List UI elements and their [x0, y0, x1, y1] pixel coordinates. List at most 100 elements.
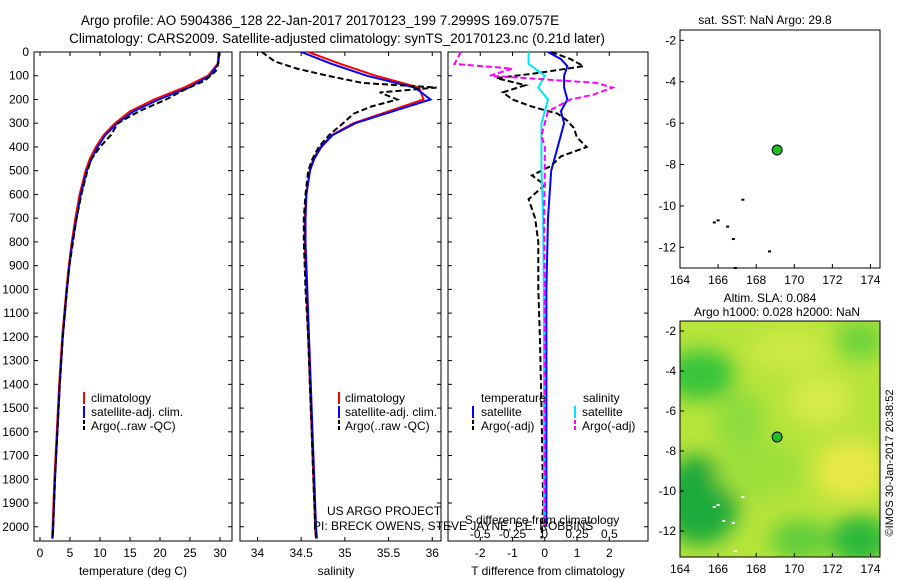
depth-tick-label: 1200: [2, 330, 29, 344]
difference-legend: temperature salinity satellite Argo(-adj…: [472, 391, 635, 433]
map-x-tick-label: 172: [822, 562, 842, 576]
legend-temp-satellite: satellite: [481, 405, 522, 419]
x-tick-label: -1: [507, 546, 518, 560]
x-tick-label: 35: [338, 546, 352, 560]
sla-blob: [715, 440, 805, 500]
depth-tick-label: 100: [9, 69, 29, 83]
sst-map: 164 166 168 170 172 174 -2 -4 -6 -8 -10 -12: [659, 33, 881, 287]
depth-tick-label: 1100: [3, 306, 29, 320]
island-marker: [712, 506, 716, 508]
island-marker: [726, 225, 730, 228]
sla-blob: [835, 321, 880, 360]
x-tick-label: 20: [153, 546, 167, 560]
sla-heatmap-field: [680, 321, 880, 557]
sla-blob: [815, 440, 880, 500]
map-y-tick-label: -8: [665, 158, 676, 172]
depth-tick-label: 1500: [2, 401, 29, 415]
difference-xlabel: T difference from climatology: [471, 564, 625, 578]
sla-map: 164 166 168 170 172 174 -2 -4 -6 -8 -10 -12: [659, 324, 881, 576]
x-tick-label: 0: [541, 546, 548, 560]
depth-tick-label: 2000: [2, 520, 29, 534]
legend-sal-argo: Argo(-adj): [582, 419, 635, 433]
series-line-climatology: [303, 51, 425, 539]
depth-tick-label: 1900: [2, 496, 29, 510]
x-tick-label: 30: [213, 546, 227, 560]
sla-blob: [750, 330, 830, 370]
temperature-xlabel: temperature (deg C): [79, 564, 187, 578]
series-line-argo-raw-qc-: [51, 51, 220, 539]
x-tick-label: 36: [426, 546, 440, 560]
legend-climatology: climatology: [91, 391, 151, 405]
map-x-tick-label: 166: [708, 273, 728, 287]
s-difference-label: S difference from climatology: [465, 513, 620, 527]
series-line-temperature-argo-adj-: [496, 51, 589, 539]
secondary-x-tick-label: 0.5: [601, 527, 618, 541]
legend-argo: Argo(..raw -QC): [91, 419, 176, 433]
x-tick-label: 25: [183, 546, 197, 560]
depth-tick-label: 300: [9, 116, 29, 130]
depth-axis: 0 100 200 300 400 500 600 700 800 900 1000 1100 1200…: [2, 45, 648, 534]
x-tick-label: 0: [37, 546, 44, 560]
map-y-tick-label: -8: [665, 444, 676, 458]
depth-tick-label: 800: [9, 235, 29, 249]
salinity-xlabel: salinity: [318, 564, 355, 578]
x-tick-label: -2: [475, 546, 486, 560]
depth-tick-label: 200: [9, 92, 29, 106]
map-x-tick-label: 174: [860, 273, 880, 287]
island-marker: [768, 250, 772, 253]
map-y-tick-label: -2: [665, 33, 676, 47]
legend-climatology: climatology: [345, 391, 405, 405]
secondary-x-tick-label: -0.5: [470, 527, 491, 541]
island-marker: [712, 221, 716, 224]
island-marker: [731, 238, 735, 241]
figure-title-line1: Argo profile: AO 5904386_128 22-Jan-2017…: [81, 13, 559, 28]
sla-map-title: Altim. SLA: 0.084: [724, 291, 817, 305]
x-tick-label: 1: [574, 546, 581, 560]
depth-tick-label: 1800: [2, 472, 29, 486]
sla-blob: [790, 375, 850, 425]
island-marker: [741, 496, 745, 498]
legend-temperature-title: temperature: [481, 391, 546, 405]
series-line-satellite-adj-clim-: [300, 51, 433, 539]
island-marker: [733, 550, 737, 552]
legend-satellite: satellite-adj. clim.: [91, 405, 183, 419]
sla-blob: [715, 390, 765, 450]
difference-plot: -2 -1 0 1 2 -0.5 -0.25 0 0.25 0.5: [452, 51, 618, 560]
series-line-satellite-adj-clim-: [51, 51, 221, 539]
map-x-tick-label: 166: [708, 562, 728, 576]
depth-tick-label: 600: [9, 187, 29, 201]
sst-map-title: sat. SST: NaN Argo: 29.8: [698, 13, 832, 27]
difference-panel-frame: [447, 51, 649, 542]
figure-title-line2: Climatology: CARS2009. Satellite-adjuste…: [69, 31, 605, 46]
depth-tick-label: 1000: [2, 282, 29, 296]
depth-tick-label: 900: [9, 259, 29, 273]
series-line-argo-raw-qc-: [261, 51, 437, 539]
float-position-marker: [771, 431, 783, 443]
x-tick-label: 34: [251, 546, 265, 560]
sla-map-subtitle: Argo h1000: 0.028 h2000: NaN: [694, 305, 860, 319]
salinity-legend: climatology satellite-adj. clim. Argo(..…: [313, 391, 593, 533]
x-tick-label: 15: [123, 546, 137, 560]
island-marker: [733, 267, 737, 269]
x-tick-label: 5: [67, 546, 74, 560]
series-line-climatology: [51, 51, 220, 539]
map-y-tick-label: -4: [665, 75, 676, 89]
map-y-tick-label: -12: [659, 240, 677, 254]
series-line-salinity-argo-adj-: [452, 51, 616, 527]
map-y-tick-label: -10: [659, 484, 677, 498]
map-y-tick-label: -12: [659, 524, 677, 538]
series-line-temperature-satellite: [545, 51, 569, 527]
map-x-tick-label: 164: [670, 273, 690, 287]
salinity-plot: 34 34.5 35 35.5 36: [251, 51, 440, 560]
salinity-panel-frame: [239, 51, 442, 542]
secondary-x-tick-label: -0.25: [499, 527, 527, 541]
map-x-tick-label: 170: [784, 273, 804, 287]
map-y-tick-label: -2: [665, 324, 676, 338]
secondary-x-tick-label: 0.25: [565, 527, 589, 541]
depth-tick-label: 700: [9, 211, 29, 225]
legend-argo: Argo(..raw -QC): [345, 419, 430, 433]
legend-temp-argo: Argo(-adj): [481, 419, 534, 433]
island-marker: [722, 520, 726, 522]
depth-tick-label: 1600: [2, 425, 29, 439]
